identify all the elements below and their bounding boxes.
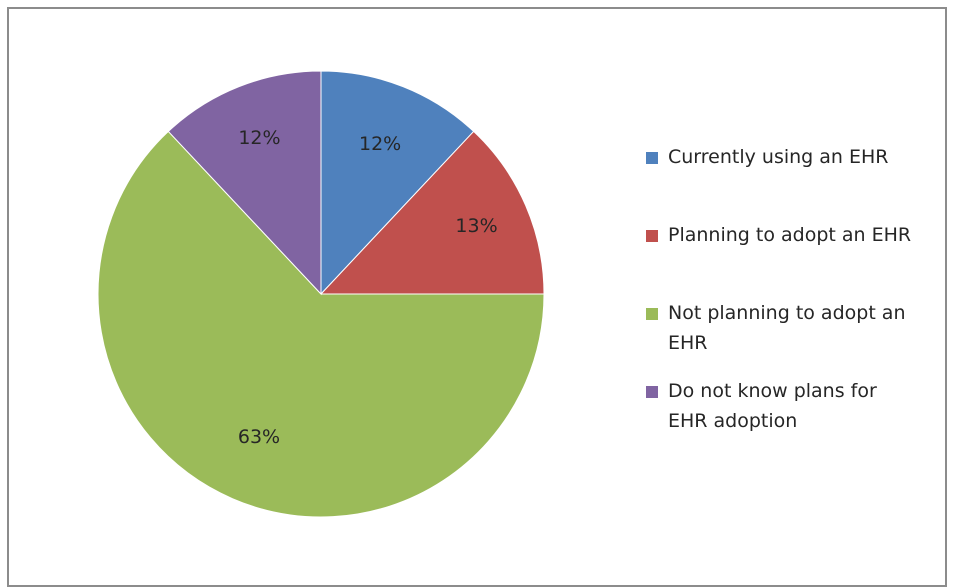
- slice-label-not-planning: 63%: [238, 426, 280, 448]
- legend-swatch-do-not-know: [646, 386, 658, 398]
- legend-swatch-not-planning: [646, 308, 658, 320]
- legend-label-not-planning: Not planning to adopt an EHR: [668, 302, 906, 354]
- legend: Currently using an EHR Planning to adopt…: [646, 142, 946, 436]
- pie-slice-currently-using: [320, 70, 475, 296]
- legend-item-currently-using: Currently using an EHR: [646, 142, 946, 220]
- pie-slice-not-planning: [97, 130, 545, 518]
- legend-label-currently-using: Currently using an EHR: [668, 146, 889, 168]
- slice-label-do-not-know: 12%: [238, 127, 280, 149]
- slice-label-planning: 13%: [455, 215, 497, 237]
- legend-label-planning: Planning to adopt an EHR: [668, 224, 912, 246]
- legend-item-planning: Planning to adopt an EHR: [646, 220, 946, 298]
- legend-swatch-currently-using: [646, 152, 658, 164]
- legend-item-not-planning: Not planning to adopt an EHR: [646, 298, 946, 376]
- pie-slice-planning: [319, 130, 545, 295]
- pie-slice-do-not-know: [167, 70, 322, 296]
- legend-item-do-not-know: Do not know plans for EHR adoption: [646, 376, 946, 436]
- legend-swatch-planning: [646, 230, 658, 242]
- legend-label-do-not-know: Do not know plans for EHR adoption: [668, 380, 877, 432]
- slice-label-currently-using: 12%: [359, 133, 401, 155]
